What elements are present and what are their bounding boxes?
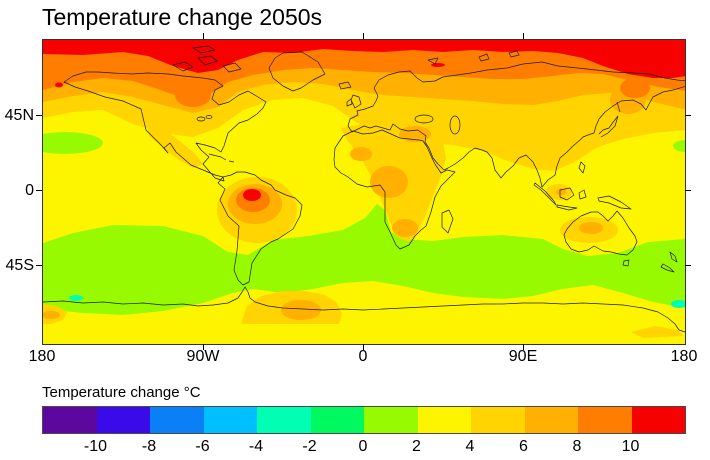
figure-title: Temperature change 2050s	[42, 4, 323, 30]
colorbar-tick: -4	[248, 438, 264, 455]
coast-antarctica	[43, 286, 685, 333]
y-tick-label-45N: 45N	[4, 107, 34, 124]
colorbar	[42, 406, 686, 434]
coast-north-america	[63, 71, 267, 182]
y-axis-tick-right	[685, 115, 691, 116]
y-axis-tick	[36, 190, 42, 191]
colorbar-tick: 10	[621, 438, 640, 455]
y-axis-tick-right	[685, 265, 691, 266]
coast-arctic-islands	[172, 45, 520, 73]
coast-indonesia	[533, 161, 632, 211]
coast-greenland	[268, 51, 326, 92]
x-axis-tick	[523, 344, 524, 350]
colorbar-tick-labels: -10 -8 -6 -4 -2 0 2 4 6 8 10	[42, 438, 684, 458]
colorbar-segment	[524, 407, 578, 433]
region-green-0-2C	[43, 132, 685, 315]
y-axis-tick-right	[685, 190, 691, 191]
coast-australia	[563, 210, 638, 267]
colorbar-tick: 0	[358, 438, 368, 455]
colorbar-segment	[417, 407, 471, 433]
amazon-hotspot	[243, 189, 261, 201]
colorbar-segment	[310, 407, 364, 433]
coast-british-isles	[346, 94, 362, 109]
colorbar-segment	[364, 407, 418, 433]
colorbar-tick: 8	[572, 438, 582, 455]
colorbar-segment	[578, 407, 632, 433]
colorbar-segment	[631, 407, 685, 433]
colorbar-tick: 2	[412, 438, 421, 455]
x-axis-tick	[363, 344, 364, 350]
coast-eurasia	[347, 61, 685, 188]
coast-great-lakes-2	[205, 115, 213, 119]
colorbar-segment	[257, 407, 311, 433]
x-tick-label-90W: 90W	[186, 348, 220, 365]
coast-new-zealand	[660, 251, 678, 273]
x-axis-tick-top	[203, 33, 204, 39]
region-turquoise-cold-spots	[69, 295, 685, 308]
colorbar-segment	[96, 407, 150, 433]
x-axis-tick-top	[363, 33, 364, 39]
map-svg	[43, 40, 685, 344]
coast-south-america	[217, 171, 303, 286]
colorbar-segment	[150, 407, 204, 433]
colorbar-segment	[43, 407, 97, 433]
coast-black-sea	[414, 114, 434, 124]
world-map-plot	[42, 39, 686, 345]
colorbar-tick: 4	[465, 438, 475, 455]
coast-madagascar	[441, 209, 454, 234]
colorbar-tick: 6	[519, 438, 528, 455]
x-axis-tick-top	[523, 33, 524, 39]
coast-africa	[333, 129, 456, 250]
colorbar-segment	[471, 407, 525, 433]
x-tick-label-90E: 90E	[508, 348, 538, 365]
y-axis-tick	[36, 265, 42, 266]
colorbar-tick: -6	[195, 438, 210, 455]
coast-caspian-sea	[449, 115, 461, 135]
coast-iceland	[338, 81, 352, 90]
colorbar-tick: -8	[141, 438, 157, 455]
y-tick-label-45S: 45S	[5, 257, 34, 274]
colorbar-tick: -10	[83, 438, 108, 455]
coast-great-lakes	[196, 116, 206, 122]
y-tick-label-0: 0	[25, 182, 34, 199]
colorbar-tick: -2	[302, 438, 317, 455]
x-tick-label-180W: 180	[28, 348, 56, 365]
x-tick-label-0: 0	[358, 348, 368, 365]
x-tick-label-180E: 180	[670, 348, 698, 365]
coast-japan	[598, 101, 621, 138]
colorbar-segment	[203, 407, 257, 433]
x-axis-tick	[203, 344, 204, 350]
y-axis-tick	[36, 115, 42, 116]
coastlines	[43, 45, 685, 333]
colorbar-label: Temperature change °C	[42, 384, 201, 401]
coast-caribbean	[208, 153, 235, 163]
